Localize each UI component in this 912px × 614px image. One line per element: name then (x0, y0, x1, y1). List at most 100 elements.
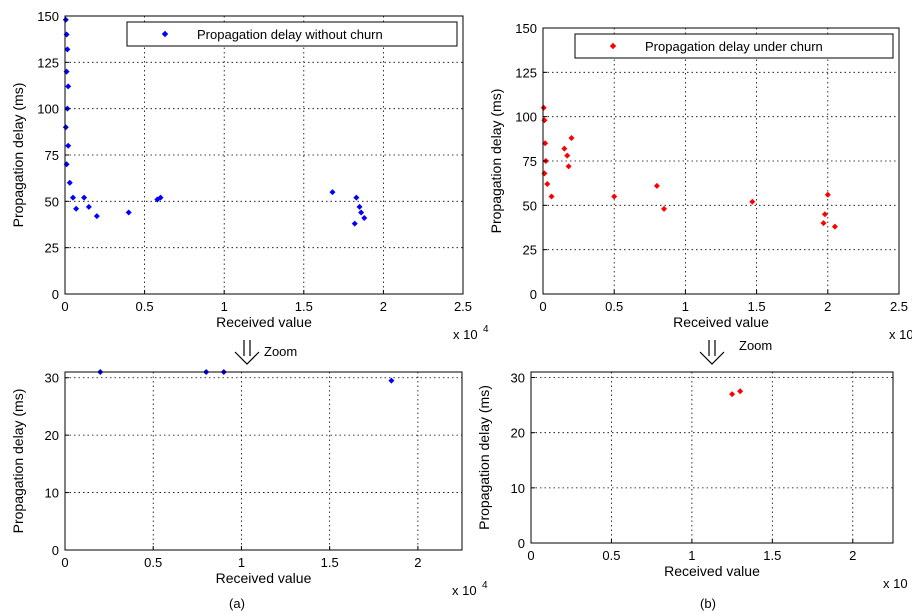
chart-b-top-xlabel: Received value (673, 314, 769, 330)
chart-a-zoom-point-0 (388, 377, 395, 384)
chart-b-top-point-10 (565, 163, 572, 170)
chart-b-zoom-xtick-label-4: 2 (849, 548, 856, 563)
chart-b-top-legend-label: Propagation delay under churn (645, 39, 823, 54)
chart-a-top-point-17 (157, 194, 164, 201)
chart-a-zoom-xtick-label-4: 2 (414, 555, 421, 570)
chart-a-zoom-xlabel: Received value (216, 570, 312, 586)
chart-a-zoom-xtick-label-2: 1 (238, 555, 245, 570)
chart-a-top-point-2 (64, 46, 71, 53)
chart-b-top-ytick-label-5: 125 (515, 65, 537, 80)
chart-a-zoom-ytick-label-1: 10 (45, 486, 59, 501)
chart-b-top-x-multiplier: x 10 (889, 327, 912, 342)
chart-a-top-point-10 (69, 194, 76, 201)
chart-a-top-legend: Propagation delay without churn (126, 21, 458, 47)
chart-a-zoom-ytick-label-0: 0 (52, 543, 59, 558)
chart-b-zoom-xtick-label-0: 0 (527, 548, 534, 563)
chart-a-top-ytick-label-4: 100 (37, 102, 59, 117)
chart-b-top-point-8 (564, 152, 571, 159)
chart-a-top-xtick-label-1: 0.5 (136, 299, 154, 314)
chart-b-zoom-xtick-label-2: 1 (688, 548, 695, 563)
chart-a-top-x-multiplier: x 10 (453, 327, 478, 342)
chart-a-zoom-xtick-label-1: 0.5 (144, 555, 162, 570)
chart-a-top-xtick-label-3: 1.5 (295, 299, 313, 314)
chart-a-top-xlabel: Received value (216, 314, 312, 330)
chart-b-zoom-ytick-label-2: 20 (511, 426, 525, 441)
chart-b-zoom-plot-area (531, 372, 893, 543)
zoom-label-a: Zoom (264, 344, 297, 359)
chart-a-top-point-13 (85, 203, 92, 210)
chart-a-top-point-14 (93, 213, 100, 220)
chart-b-zoom-ytick-label-3: 30 (511, 371, 525, 386)
chart-b-top-xtick-label-4: 2 (824, 299, 831, 314)
chart-a-top-ytick-label-6: 150 (37, 9, 59, 24)
chart-a-top-point-11 (73, 205, 80, 212)
chart-a-zoom-xtick-label-0: 0 (61, 555, 68, 570)
chart-b-top-point-6 (548, 193, 555, 200)
chart-a-zoom-ytick-label-3: 30 (45, 371, 59, 386)
chart-b-zoom-ylabel: Propagation delay (ms) (476, 385, 492, 530)
chart-b-top-legend-box (574, 33, 894, 59)
chart-b-top: 0 0.5 1 1.5 2 2.5 0 25 50 75 100 125 150 Received val… (488, 0, 912, 342)
chart-a-top-point-12 (81, 194, 88, 201)
chart-a-zoom-x-multiplier: x 10 (452, 583, 477, 598)
chart-b-zoom-ytick-label-0: 0 (518, 536, 525, 551)
chart-b-top-point-15 (824, 191, 831, 198)
chart-b-top-point-11 (611, 193, 618, 200)
chart-b-top-ytick-label-6: 150 (515, 21, 537, 36)
chart-a-top-point-0 (62, 16, 69, 23)
chart-b-top-point-13 (661, 205, 668, 212)
chart-b-zoom-xtick-label-1: 0.5 (602, 548, 620, 563)
chart-a-top-xtick-label-0: 0 (61, 299, 68, 314)
chart-b-zoom-axes-box (530, 371, 894, 544)
chart-b-top-point-0 (540, 104, 547, 111)
chart-b-top-point-5 (544, 181, 551, 188)
chart-a-top-xtick-label-2: 1 (221, 299, 228, 314)
chart-a-top-ytick-label-1: 25 (45, 241, 59, 256)
chart-a-top-point-20 (356, 203, 363, 210)
chart-a-top-xtick-label-5: 2.5 (454, 299, 472, 314)
chart-a-top-ytick-label-2: 50 (45, 194, 59, 209)
chart-a-zoom-x-multiplier-exp: 4 (482, 580, 488, 591)
chart-b-top-ytick-label-3: 75 (523, 154, 537, 169)
chart-b-top-xtick-label-1: 0.5 (605, 299, 623, 314)
chart-a-top-ytick-label-0: 0 (52, 287, 59, 302)
chart-b-top-point-12 (653, 182, 660, 189)
chart-a-top-legend-label: Propagation delay without churn (197, 27, 383, 42)
chart-b-top-point-7 (561, 145, 568, 152)
chart-b-zoom-xtick-label-3: 1.5 (763, 548, 781, 563)
chart-b-zoom-series (729, 0, 837, 529)
chart-b-zoom-ytick-label-1: 10 (511, 481, 525, 496)
chart-a-top-x-multiplier-exp: 4 (483, 324, 489, 335)
chart-a-top-legend-marker (161, 30, 169, 38)
chart-a-zoom-plot-area (65, 372, 462, 550)
chart-b-top-point-9 (568, 134, 575, 141)
chart-a-top-point-4 (65, 83, 72, 90)
chart-b-top-ylabel: Propagation delay (ms) (488, 89, 504, 234)
zoom-arrow-a-icon (234, 340, 260, 365)
chart-a-top-point-22 (361, 215, 368, 222)
chart-b-zoom-point-1 (729, 391, 736, 398)
chart-b-top-point-2 (542, 140, 549, 147)
chart-a-top-ytick-label-5: 125 (37, 55, 59, 70)
chart-b-top-point-16 (821, 211, 828, 218)
zoom-arrow-a: Zoom (234, 340, 297, 365)
chart-b-top-xtick-label-2: 1 (682, 299, 689, 314)
chart-b-top-series (540, 0, 838, 238)
caption-b: (b) (700, 596, 716, 611)
chart-a-top-point-15 (125, 209, 132, 216)
zoom-label-b: Zoom (739, 338, 772, 353)
chart-a-top-point-9 (66, 179, 73, 186)
chart-b-zoom-point-0 (737, 388, 744, 395)
chart-b-top-xtick-label-0: 0 (539, 299, 546, 314)
chart-b-top-xtick-label-5: 2.5 (890, 299, 908, 314)
chart-a-top: 0 0.5 1 1.5 2 2.5 0 25 50 75 100 125 150 Received val… (10, 0, 489, 342)
chart-b-top-point-14 (749, 198, 756, 205)
chart-b-zoom-x-multiplier: x 10 (883, 576, 908, 591)
chart-b-top-ytick-label-2: 50 (523, 198, 537, 213)
chart-a-top-ylabel: Propagation delay (ms) (10, 83, 26, 228)
chart-b-top-legend: Propagation delay under churn (574, 33, 894, 59)
chart-a-zoom-ylabel: Propagation delay (ms) (10, 389, 26, 534)
